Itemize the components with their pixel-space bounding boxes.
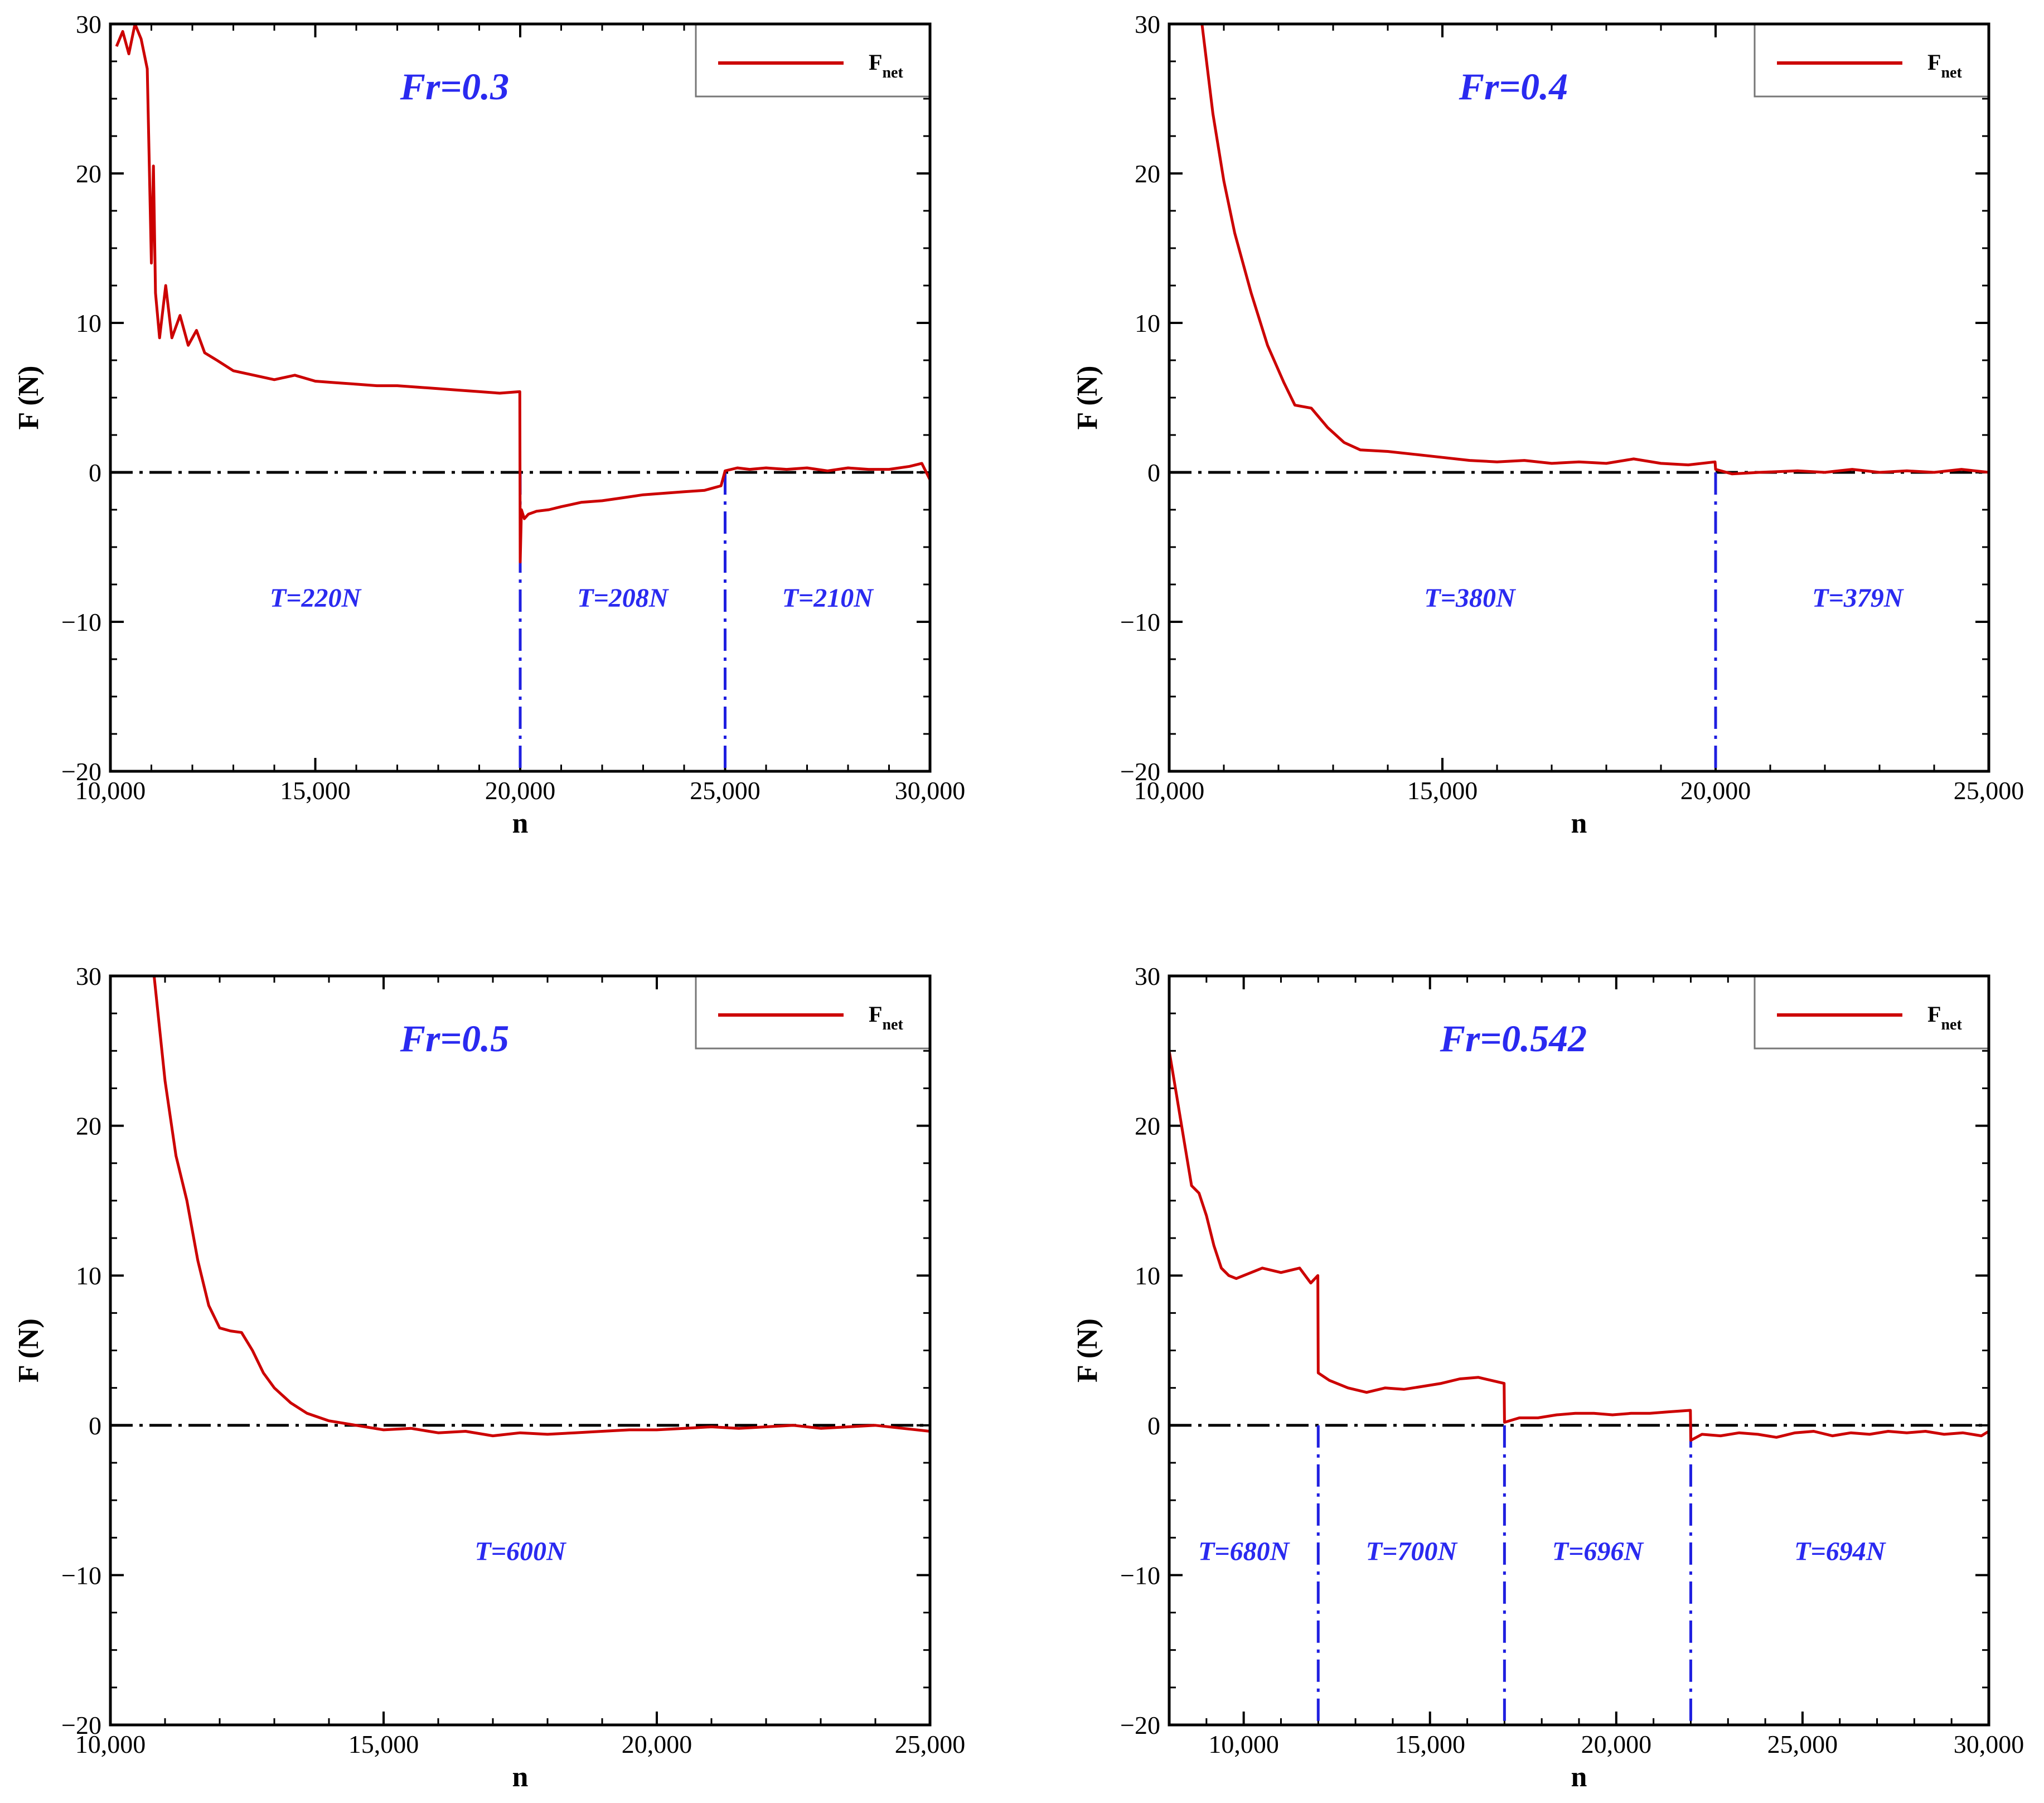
y-tick-label: 30 [76, 962, 101, 990]
fnet-series-line [152, 976, 930, 1438]
tension-label: T=220N [270, 583, 362, 613]
legend-label-main: F [1927, 1002, 1941, 1027]
y-tick-label: 10 [76, 1261, 101, 1290]
tension-label: T=600N [474, 1537, 567, 1567]
y-tick-label: 20 [1135, 159, 1160, 188]
legend-label-main: F [869, 1002, 882, 1027]
y-axis-label: F (N) [1072, 365, 1103, 429]
y-tick-label: 0 [1147, 458, 1160, 487]
plot-frame [1168, 974, 1990, 1727]
legend-label-subscript: net [882, 1016, 903, 1033]
legend-label: Fnet [1927, 1002, 1962, 1033]
x-axis-label: n [512, 1761, 529, 1793]
x-tick-label: 15,000 [1394, 1730, 1465, 1758]
y-tick-label: −10 [61, 608, 101, 636]
legend-label: Fnet [869, 1002, 903, 1033]
legend-box [695, 23, 931, 98]
y-tick-label: −10 [61, 1561, 101, 1589]
panel-fr-0.4: −20 −10 0 10 20 30 10,000 15,000 20,000 25,000 T=3… [1072, 10, 2024, 839]
x-axis-label: n [1571, 808, 1587, 839]
tension-label: T=700N [1366, 1537, 1459, 1567]
tension-label: T=680N [1198, 1537, 1291, 1567]
legend-label-main: F [869, 50, 882, 75]
y-tick-label: 0 [1147, 1412, 1160, 1440]
y-tick-label: 0 [89, 458, 101, 487]
legend-label-subscript: net [882, 64, 903, 81]
y-tick-label: −20 [61, 757, 101, 786]
panel-fr-0.3: −20 −10 0 10 20 30 10,000 15,000 20,000 25,000 30,… [13, 10, 965, 839]
y-tick-label: 30 [1135, 10, 1160, 38]
x-tick-label: 10,000 [1134, 776, 1205, 805]
legend-label: Fnet [1927, 50, 1962, 81]
y-tick-label: 30 [76, 10, 101, 38]
x-tick-label: 10,000 [1208, 1730, 1279, 1758]
legend-box [1754, 975, 1990, 1050]
y-axis-label: F (N) [13, 1318, 45, 1383]
legend-box [1754, 23, 1990, 98]
y-tick-label: 10 [76, 309, 101, 337]
y-tick-label: 20 [76, 1112, 101, 1140]
x-tick-label: 10,000 [75, 776, 146, 805]
y-tick-label: 10 [1135, 1261, 1160, 1290]
panel-fr-0.542: −20 −10 0 10 20 30 10,000 15,000 20,000 25,000 30,… [1072, 962, 2024, 1793]
x-tick-label: 25,000 [895, 1730, 966, 1758]
legend-label-main: F [1927, 50, 1941, 75]
froude-title: Fr=0.542 [1440, 1017, 1587, 1060]
y-tick-label: 30 [1135, 962, 1160, 990]
plot-frame [109, 974, 932, 1727]
plot-frame [1168, 22, 1990, 773]
y-axis-label: F (N) [13, 365, 45, 429]
plot-frame [109, 22, 932, 773]
x-tick-label: 25,000 [1954, 776, 2024, 805]
x-tick-label: 20,000 [485, 776, 556, 805]
x-tick-label: 25,000 [690, 776, 761, 805]
tension-label: T=380N [1424, 583, 1517, 613]
fnet-series-line [1169, 1050, 1989, 1442]
froude-title: Fr=0.4 [1459, 65, 1568, 108]
y-tick-label: 10 [1135, 309, 1160, 337]
y-tick-label: 20 [76, 159, 101, 188]
x-tick-label: 20,000 [1680, 776, 1751, 805]
tension-label: T=696N [1552, 1537, 1645, 1567]
y-tick-label: −10 [1120, 1561, 1160, 1589]
legend-label: Fnet [869, 50, 903, 81]
x-tick-label: 15,000 [348, 1730, 419, 1758]
fnet-series-line [1200, 24, 1989, 476]
y-tick-label: −20 [61, 1711, 101, 1739]
fnet-series-line [115, 24, 930, 564]
legend-label-subscript: net [1941, 64, 1962, 81]
tension-label: T=694N [1794, 1537, 1887, 1567]
tension-label: T=379N [1812, 583, 1905, 613]
x-tick-label: 20,000 [622, 1730, 692, 1758]
x-tick-label: 15,000 [1407, 776, 1478, 805]
froude-title: Fr=0.5 [400, 1017, 510, 1060]
panel-fr-0.5: −20 −10 0 10 20 30 10,000 15,000 20,000 25,000 T=6… [13, 962, 965, 1793]
x-tick-label: 25,000 [1767, 1730, 1838, 1758]
x-axis-label: n [1571, 1761, 1587, 1793]
froude-title: Fr=0.3 [400, 65, 510, 108]
y-tick-label: 20 [1135, 1112, 1160, 1140]
x-tick-label: 15,000 [280, 776, 351, 805]
tension-label: T=210N [782, 583, 875, 613]
x-tick-label: 30,000 [1954, 1730, 2024, 1758]
x-tick-label: 10,000 [75, 1730, 146, 1758]
x-tick-label: 20,000 [1581, 1730, 1652, 1758]
tension-label: T=208N [577, 583, 670, 613]
legend-label-subscript: net [1941, 1016, 1962, 1033]
y-tick-label: −20 [1120, 1711, 1160, 1739]
x-tick-label: 30,000 [895, 776, 966, 805]
legend-box [695, 975, 931, 1050]
y-tick-label: −10 [1120, 608, 1160, 636]
y-tick-label: 0 [89, 1412, 101, 1440]
y-axis-label: F (N) [1072, 1318, 1103, 1383]
y-tick-label: −20 [1120, 757, 1160, 786]
x-axis-label: n [512, 808, 529, 839]
